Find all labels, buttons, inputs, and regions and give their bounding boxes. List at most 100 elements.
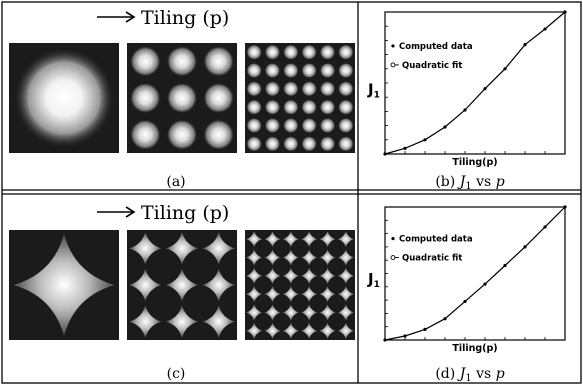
data-point-computed [503,263,507,268]
tile-star [301,249,318,266]
tile-image-a-p1 [9,43,119,153]
caption-d-math: J [457,366,467,382]
tile-star [129,268,162,302]
tile-spot [301,44,317,60]
tiling-header-c: Tiling (p) [97,202,229,224]
tile-spot [13,47,115,149]
caption-b: (b) J1 vs p [435,174,504,192]
tile-star [301,322,318,339]
tile-star [264,267,281,284]
y-axis-label-sub: 1 [374,90,380,100]
legend-label-fit: Quadratic fit [402,254,462,264]
tile-spot [301,62,317,79]
tile-star [301,304,318,321]
caption-a: (a) [166,174,185,190]
tile-spot [301,117,317,134]
tile-star [246,267,263,284]
tile-star [165,232,199,265]
tiling-header-a: Tiling (p) [97,7,229,29]
tile-star [282,231,299,248]
caption-b-math: J [457,174,467,190]
tile-star [202,305,235,338]
tile-spot [246,81,262,97]
tile-star [319,249,336,266]
panel-a: Tiling (p) (a) [9,7,355,190]
tile-spot [301,81,317,97]
tile-star [246,231,263,248]
data-point-computed [383,152,387,156]
legend-marker-fit [390,62,396,68]
tile-spot [319,44,336,60]
tile-spot [246,99,262,115]
tile-star [301,267,318,284]
tile-spot [319,62,336,79]
caption-d: (d) J1 vs p [435,366,504,384]
tile-star [264,249,281,266]
tile-star [129,232,162,265]
data-point-computed [443,317,447,321]
tile-spot [338,44,354,60]
data-point-computed [543,225,547,229]
caption-d-sub: 1 [465,373,471,384]
tile-star [301,231,318,248]
tile-spot [129,82,161,114]
chart-d: Computed data Quadratic fit J1 Tiling(p) [367,205,567,354]
series-line-quadratic-fit [384,206,566,341]
chart-b: Computed data Quadratic fit J1 Tiling(p) [367,10,567,168]
legend-label-fit: Quadratic fit [402,61,462,71]
tile-spot [338,117,354,134]
legend-marker-computed [391,236,395,241]
tile-spot [246,117,262,134]
tile-star [337,286,354,303]
y-axis-label: J1 [367,270,380,290]
data-point-computed [503,67,507,71]
tile-spot [301,136,317,152]
caption-b-prefix: (b) [435,174,459,190]
data-point-computed [403,146,407,150]
tile-spot [319,117,336,134]
tile-spot [264,62,281,79]
tile-spot [264,117,281,134]
caption-c: (c) [167,366,186,382]
tile-spot [338,99,354,115]
tile-star [165,268,199,302]
caption-d-prefix: (d) [435,366,459,382]
tile-star [246,322,263,339]
legend-marker-computed [391,44,395,48]
tile-star [319,304,336,321]
tile-image-a-p6 [245,43,355,153]
tile-star [129,305,162,338]
tile-spot [129,45,161,77]
tile-spot [283,44,299,60]
tile-star [282,267,299,284]
tile-spot [246,136,262,152]
y-axis-label: J1 [367,80,380,100]
data-point-computed [543,27,547,31]
caption-b-var: p [496,174,505,190]
tile-background [245,43,355,153]
tile-image-a-p3 [127,43,237,153]
tile-star [282,249,299,266]
tile-star [319,286,336,303]
tile-star [319,267,336,284]
tile-spot [203,119,235,151]
x-axis-label: Tiling(p) [452,157,497,168]
legend-label-computed: Computed data [399,235,473,245]
tile-spot [264,99,281,115]
tile-star [337,322,354,339]
panel-c: Tiling (p) (c) [9,202,355,382]
data-point-computed [383,338,387,342]
tile-spot [338,136,354,152]
series-line-quadratic-fit [384,11,566,155]
tile-star [301,286,318,303]
plot-frame [384,206,566,341]
tile-star [337,249,354,266]
caption-b-sub: 1 [465,181,471,192]
tile-spot [319,81,336,97]
tile-star [165,305,199,338]
tile-spot [166,45,198,77]
data-point-computed [423,138,427,142]
legend-label-computed: Computed data [399,42,473,52]
